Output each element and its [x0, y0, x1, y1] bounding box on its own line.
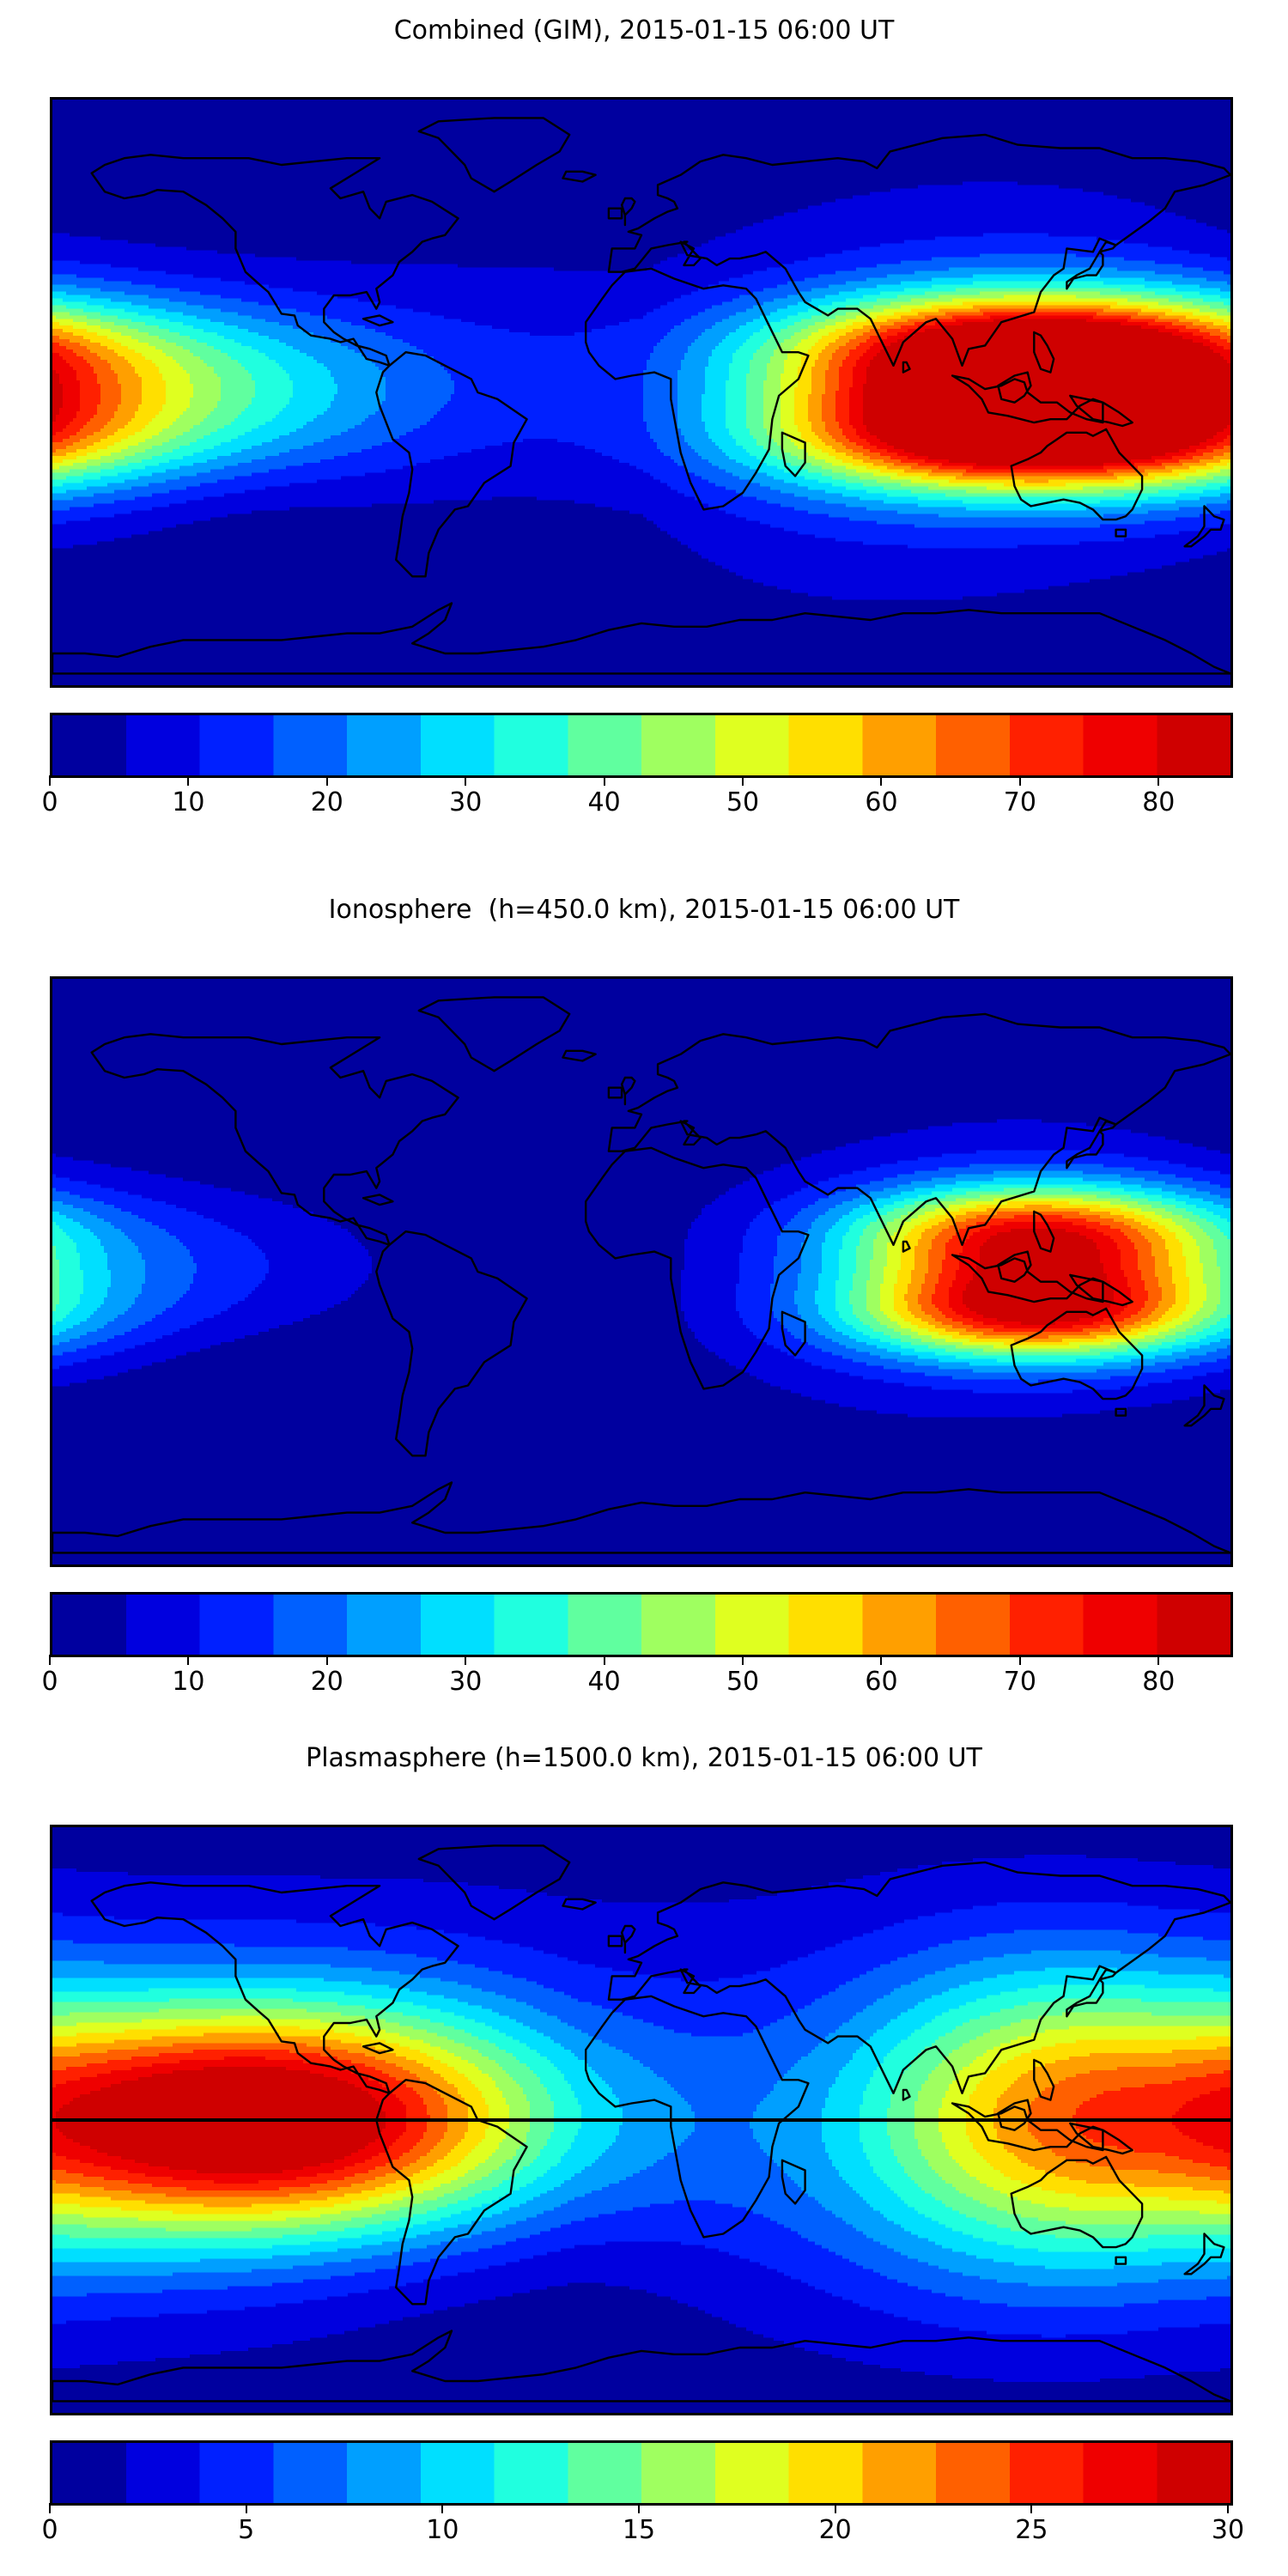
colorbar-tick — [1227, 2503, 1229, 2513]
colorbar-tick-label: 60 — [865, 1667, 898, 1697]
colorbar-axis-plasmasphere: 0 5 10 15 20 25 30 — [41, 2503, 1244, 2546]
colorbar-gradient-ionosphere — [52, 1595, 1230, 1655]
map-frame-plasmasphere — [50, 1825, 1233, 2415]
coastline-overlay-combined — [52, 117, 1230, 675]
colorbar-tick — [603, 775, 605, 786]
colorbar-tick — [465, 1655, 467, 1665]
coastline-overlay-plasmasphere — [52, 1844, 1230, 2403]
colorbar-combined — [50, 713, 1233, 778]
colorbar-tick-label: 30 — [1211, 2515, 1245, 2545]
panel-title-plasmasphere: Plasmasphere (h=1500.0 km), 2015-01-15 0… — [306, 1743, 982, 1773]
colorbar-tick-label: 30 — [449, 787, 483, 817]
colorbar-tick-label: 20 — [310, 787, 343, 817]
colorbar-tick-label: 30 — [449, 1667, 483, 1697]
colorbar-tick — [49, 1655, 51, 1665]
colorbar-tick-label: 0 — [41, 1667, 58, 1697]
colorbar-gradient-combined — [52, 715, 1230, 775]
colorbar-tick — [834, 2503, 836, 2513]
colorbar-axis-combined: 0 10 20 30 40 50 60 70 80 — [41, 775, 1228, 818]
colorbar-tick-label: 80 — [1142, 1667, 1176, 1697]
colorbar-tick — [1018, 1655, 1021, 1665]
colorbar-tick — [465, 775, 467, 786]
colorbar-tick — [325, 775, 328, 786]
colorbar-tick — [187, 1655, 190, 1665]
colorbar-tick — [441, 2503, 444, 2513]
colorbar-tick-label: 70 — [1003, 787, 1036, 817]
colorbar-tick-label: 40 — [587, 787, 621, 817]
colorbar-tick-label: 5 — [238, 2515, 255, 2545]
colorbar-tick — [742, 1655, 744, 1665]
colorbar-tick-label: 60 — [865, 787, 898, 817]
tec-field-ionosphere — [52, 979, 1230, 1564]
colorbar-axis-ionosphere: 0 10 20 30 40 50 60 70 80 — [41, 1655, 1228, 1698]
colorbar-tick-label: 10 — [172, 787, 205, 817]
colorbar-tick-label: 10 — [172, 1667, 205, 1697]
colorbar-tick-label: 0 — [41, 787, 58, 817]
colorbar-tick — [638, 2503, 640, 2513]
colorbar-tick-label: 20 — [310, 1667, 343, 1697]
colorbar-tick — [49, 775, 51, 786]
map-frame-combined — [50, 97, 1233, 688]
colorbar-tick — [1030, 2503, 1033, 2513]
colorbar-tick — [49, 2503, 51, 2513]
colorbar-tick-label: 10 — [426, 2515, 459, 2545]
colorbar-tick — [742, 775, 744, 786]
colorbar-tick-label: 25 — [1015, 2515, 1048, 2545]
coastline-overlay-ionosphere — [52, 996, 1230, 1554]
colorbar-tick — [187, 775, 190, 786]
colorbar-tick — [1157, 775, 1160, 786]
colorbar-gradient-plasmasphere — [52, 2443, 1230, 2503]
colorbar-tick — [880, 1655, 883, 1665]
colorbar-tick-label: 20 — [818, 2515, 852, 2545]
colorbar-tick-label: 70 — [1003, 1667, 1036, 1697]
colorbar-ionosphere — [50, 1592, 1233, 1657]
colorbar-tick-label: 15 — [622, 2515, 656, 2545]
panel-title-ionosphere: Ionosphere (h=450.0 km), 2015-01-15 06:0… — [328, 895, 960, 925]
colorbar-tick — [325, 1655, 328, 1665]
map-frame-ionosphere — [50, 976, 1233, 1567]
colorbar-tick — [1157, 1655, 1160, 1665]
colorbar-tick — [880, 775, 883, 786]
colorbar-plasmasphere — [50, 2440, 1233, 2506]
colorbar-tick — [603, 1655, 605, 1665]
colorbar-tick-label: 50 — [726, 787, 760, 817]
colorbar-tick-label: 0 — [41, 2515, 58, 2545]
colorbar-tick-label: 80 — [1142, 787, 1176, 817]
colorbar-tick-label: 50 — [726, 1667, 760, 1697]
colorbar-tick — [245, 2503, 247, 2513]
panel-title-combined: Combined (GIM), 2015-01-15 06:00 UT — [393, 15, 895, 46]
colorbar-tick-label: 40 — [587, 1667, 621, 1697]
tec-field-plasmasphere — [52, 1827, 1230, 2413]
tec-field-combined — [52, 100, 1230, 685]
colorbar-tick — [1018, 775, 1021, 786]
